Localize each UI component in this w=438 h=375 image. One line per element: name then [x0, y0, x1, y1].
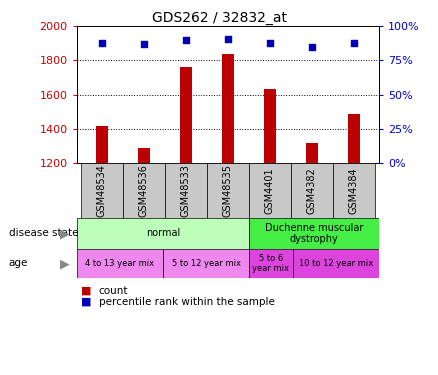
Text: GSM48535: GSM48535: [223, 164, 233, 217]
Bar: [222, 54, 233, 163]
Text: 5 to 6
year mix: 5 to 6 year mix: [252, 254, 290, 273]
Text: GSM4382: GSM4382: [307, 167, 317, 214]
Bar: [249, 249, 293, 278]
Bar: [123, 163, 165, 218]
Text: ▶: ▶: [60, 257, 70, 270]
Bar: [180, 68, 192, 163]
Text: ■: ■: [81, 297, 92, 307]
Text: 10 to 12 year mix: 10 to 12 year mix: [299, 259, 373, 268]
Bar: [81, 163, 123, 218]
Bar: [333, 163, 374, 218]
Text: disease state: disease state: [9, 228, 78, 238]
Point: [98, 40, 105, 46]
Text: GSM48533: GSM48533: [181, 164, 191, 217]
Bar: [306, 144, 318, 163]
Text: 5 to 12 year mix: 5 to 12 year mix: [172, 259, 240, 268]
Point: [308, 44, 315, 50]
Bar: [293, 249, 379, 278]
Text: 4 to 13 year mix: 4 to 13 year mix: [85, 259, 154, 268]
Point: [350, 40, 357, 46]
Point: [182, 37, 189, 43]
Text: ▶: ▶: [60, 227, 70, 240]
Text: GSM48534: GSM48534: [97, 164, 107, 217]
Bar: [163, 249, 249, 278]
Text: GSM48536: GSM48536: [139, 164, 149, 217]
Bar: [264, 89, 276, 163]
Bar: [291, 163, 333, 218]
Bar: [138, 148, 150, 163]
Text: ■: ■: [81, 286, 92, 296]
Bar: [348, 114, 360, 163]
Text: GDS262 / 32832_at: GDS262 / 32832_at: [152, 11, 286, 25]
Text: percentile rank within the sample: percentile rank within the sample: [99, 297, 275, 307]
Bar: [249, 163, 291, 218]
Text: GSM4401: GSM4401: [265, 167, 275, 214]
Text: Duchenne muscular
dystrophy: Duchenne muscular dystrophy: [265, 223, 363, 244]
Bar: [96, 126, 108, 163]
Text: count: count: [99, 286, 128, 296]
Bar: [249, 217, 379, 249]
Bar: [77, 249, 163, 278]
Bar: [207, 163, 249, 218]
Point: [140, 41, 147, 47]
Text: GSM4384: GSM4384: [349, 167, 359, 214]
Text: normal: normal: [146, 228, 180, 238]
Bar: [77, 217, 249, 249]
Point: [224, 36, 231, 42]
Point: [266, 40, 273, 46]
Text: age: age: [9, 258, 28, 268]
Bar: [165, 163, 207, 218]
